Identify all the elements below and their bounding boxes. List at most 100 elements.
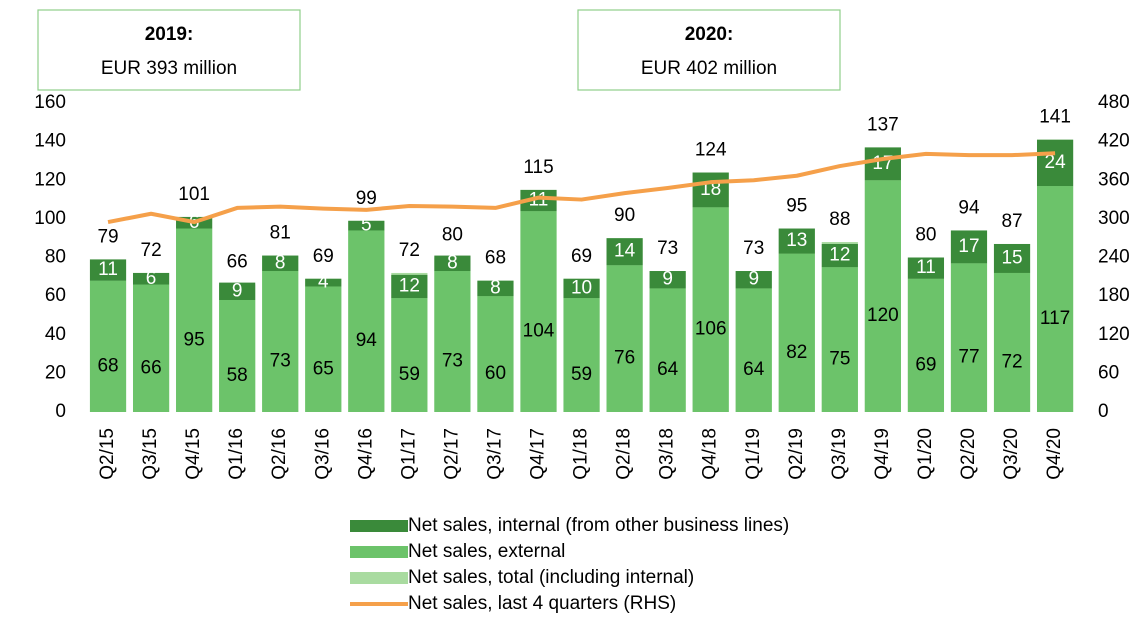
bar-internal <box>219 282 256 300</box>
x-tick-label: Q4/20 <box>1044 428 1065 480</box>
x-tick-label: Q3/18 <box>657 428 678 480</box>
bar-internal <box>434 255 471 272</box>
x-tick-label: Q3/16 <box>312 428 333 480</box>
bar-external <box>434 271 471 412</box>
bar-internal <box>821 243 858 268</box>
value-label-external: 64 <box>657 359 679 380</box>
value-label-external: 64 <box>743 359 765 380</box>
value-label-internal: 9 <box>662 269 673 290</box>
value-label-external: 59 <box>571 364 592 385</box>
x-tick-label: Q3/15 <box>140 428 161 480</box>
value-label-internal: 5 <box>361 215 372 236</box>
value-label-external: 82 <box>786 342 807 363</box>
y2-tick-label: 180 <box>1098 285 1130 306</box>
y-tick-label: 0 <box>55 401 66 422</box>
value-label-internal: 11 <box>916 257 936 278</box>
value-label-total: 73 <box>743 238 764 259</box>
bar-external <box>692 207 729 412</box>
value-label-total: 141 <box>1039 107 1071 128</box>
value-label-total: 81 <box>270 223 291 244</box>
bar-internal <box>348 220 385 231</box>
value-label-total: 115 <box>523 157 553 178</box>
annotation-text: EUR 393 million <box>101 58 237 79</box>
value-label-internal: 8 <box>447 252 458 273</box>
value-label-external: 66 <box>141 357 162 378</box>
value-label-internal: 17 <box>872 153 893 174</box>
bar-internal <box>735 271 772 289</box>
value-label-total: 90 <box>614 205 635 226</box>
y2-tick-label: 300 <box>1098 208 1130 229</box>
value-label-external: 106 <box>695 319 727 340</box>
bar-external <box>821 267 858 412</box>
x-tick-label: Q4/15 <box>183 428 204 480</box>
value-label-external: 58 <box>227 365 248 386</box>
bar-internal <box>649 271 686 289</box>
value-label-total: 95 <box>786 196 807 217</box>
legend-label: Net sales, total (including internal) <box>408 567 694 588</box>
x-tick-label: Q1/17 <box>398 428 419 480</box>
x-tick-label: Q1/16 <box>226 428 247 480</box>
y2-tick-label: 60 <box>1098 362 1119 383</box>
value-label-total: 72 <box>141 240 162 261</box>
bar-external <box>606 265 643 412</box>
legend-swatch <box>350 572 408 584</box>
x-tick-label: Q4/18 <box>700 428 721 480</box>
bar-external <box>778 253 815 412</box>
x-tick-label: Q1/20 <box>915 428 936 480</box>
line-series <box>107 151 1056 225</box>
legend-swatch <box>350 546 408 558</box>
y2-tick-label: 120 <box>1098 324 1130 345</box>
value-label-total: 87 <box>1001 211 1022 232</box>
value-label-total: 99 <box>356 188 377 209</box>
bar-internal <box>692 172 729 208</box>
value-label-internal: 8 <box>275 252 286 273</box>
value-label-total: 68 <box>485 248 506 269</box>
x-tick-label: Q2/17 <box>441 428 462 480</box>
value-label-internal: 9 <box>232 280 243 301</box>
bar-external <box>735 288 772 412</box>
value-label-total: 72 <box>399 240 420 261</box>
value-label-total: 69 <box>313 246 334 267</box>
value-label-internal: 9 <box>748 269 759 290</box>
value-label-external: 75 <box>829 349 850 370</box>
value-label-external: 94 <box>356 330 378 351</box>
value-label-internal: 12 <box>399 275 420 296</box>
value-label-external: 117 <box>1040 308 1070 329</box>
y2-tick-label: 360 <box>1098 169 1130 190</box>
value-label-external: 76 <box>614 348 635 369</box>
value-label-total: 66 <box>227 252 248 273</box>
y-tick-label: 160 <box>34 92 66 113</box>
value-label-internal: 13 <box>786 230 807 251</box>
annotation-title: 2020: <box>685 24 734 45</box>
value-label-total: 88 <box>829 209 850 230</box>
bar-internal <box>606 238 643 266</box>
x-tick-label: Q2/18 <box>614 428 635 480</box>
annotation-title: 2019: <box>145 24 194 45</box>
value-label-internal: 6 <box>146 268 157 289</box>
value-label-total: 101 <box>178 184 210 205</box>
bar-internal <box>993 243 1031 273</box>
x-tick-label: Q2/19 <box>786 428 807 480</box>
value-label-internal: 24 <box>1045 152 1067 173</box>
value-label-external: 59 <box>399 364 420 385</box>
legend-label: Net sales, last 4 quarters (RHS) <box>408 593 676 614</box>
bar-external <box>176 228 213 412</box>
value-label-total: 137 <box>867 114 899 135</box>
annotation-text: EUR 402 million <box>641 58 777 79</box>
x-tick-label: Q1/19 <box>743 428 764 480</box>
legend-label: Net sales, internal (from other business… <box>408 515 789 536</box>
y-tick-label: 60 <box>45 285 66 306</box>
y-tick-label: 40 <box>45 324 66 345</box>
value-label-internal: 11 <box>529 190 549 211</box>
bar-external <box>219 299 256 412</box>
value-label-total: 124 <box>695 140 727 161</box>
value-label-internal: 4 <box>318 272 329 293</box>
legend-swatch <box>350 520 408 532</box>
bar-external <box>907 278 945 412</box>
x-tick-label: Q4/16 <box>355 428 376 480</box>
value-label-external: 68 <box>97 355 118 376</box>
bar-external <box>305 286 342 412</box>
legend-label: Net sales, external <box>408 541 565 562</box>
bar-internal <box>262 255 299 272</box>
x-tick-label: Q3/17 <box>484 428 505 480</box>
